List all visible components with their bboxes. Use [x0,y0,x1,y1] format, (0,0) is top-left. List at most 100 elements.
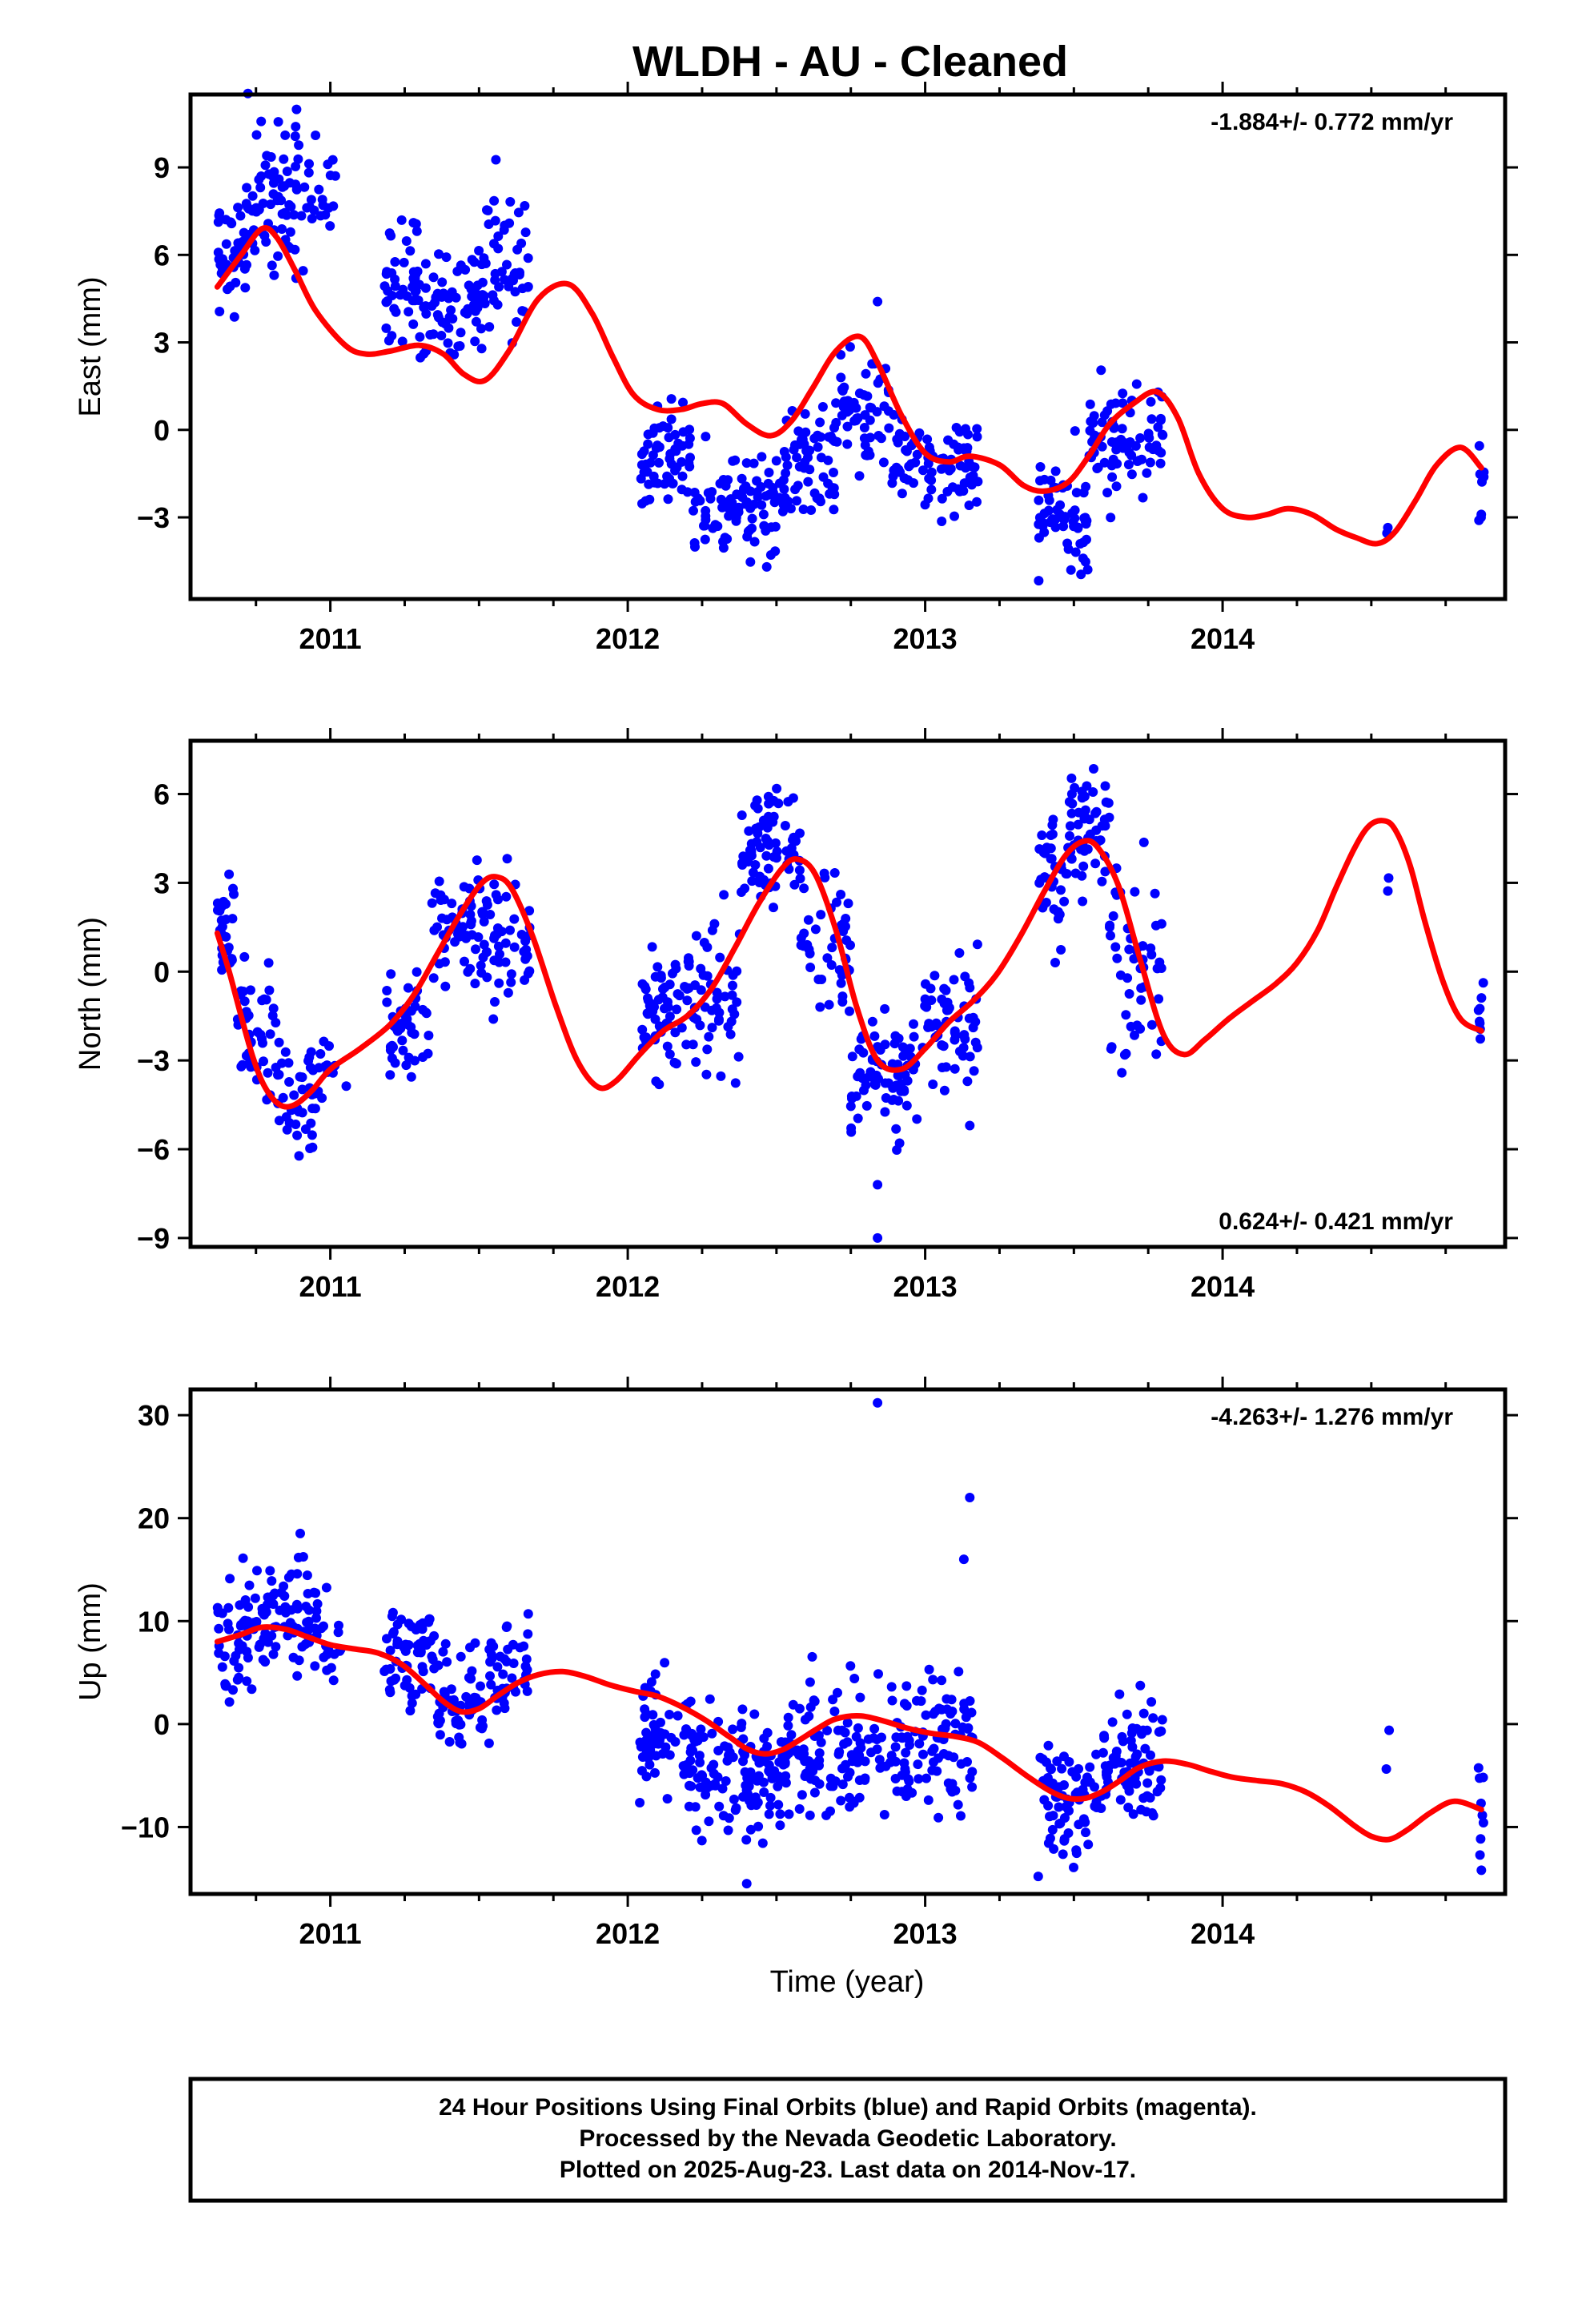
data-point [816,910,826,920]
data-point [757,452,767,462]
data-point [934,1812,944,1823]
data-point [501,1622,512,1632]
data-point [771,456,781,466]
data-point [513,207,524,218]
data-point [417,1662,428,1672]
data-point [874,1755,885,1765]
data-point [300,1639,311,1649]
data-point [1102,488,1113,498]
data-point [964,456,974,467]
data-point [864,1072,874,1082]
data-point [385,1687,396,1698]
data-point [407,1691,417,1701]
data-point [639,1032,649,1043]
data-point [918,465,928,476]
data-point [643,1009,653,1019]
data-point [702,971,713,981]
data-point [451,292,461,303]
data-point [221,215,231,225]
data-point [1155,415,1166,425]
data-point [805,445,815,456]
data-point [512,244,523,255]
data-point [644,494,655,505]
data-point [305,1063,315,1073]
data-point [492,1705,502,1715]
data-point [806,505,817,515]
data-point [223,1618,233,1629]
data-point [392,1619,403,1630]
footer-frame [188,2077,1508,2203]
data-point [387,1611,397,1622]
data-point [307,1130,317,1140]
data-point [524,966,535,976]
data-point [225,281,235,292]
data-point [873,1042,883,1052]
data-point [265,1566,275,1576]
data-point [1128,1809,1138,1819]
data-point [635,1798,645,1807]
data-point [441,252,452,263]
data-point [1053,914,1063,924]
data-point [492,300,503,310]
data-point [500,1703,510,1714]
data-point [286,202,296,211]
data-point [454,1719,464,1730]
data-point [1039,527,1050,537]
data-point [1081,1827,1090,1838]
data-point [696,963,706,974]
data-point [1090,858,1101,869]
data-point [892,1145,902,1155]
data-point [224,1697,235,1707]
data-point [809,433,820,444]
data-point [1146,1750,1155,1760]
data-point [673,1711,683,1721]
data-point [225,1574,235,1584]
data-point [311,1606,322,1616]
data-point [446,1684,456,1695]
data-point [433,1660,444,1671]
data-point [470,1638,480,1648]
data-point [501,891,512,902]
data-point [277,182,287,192]
data-point [764,468,774,477]
data-point [489,195,500,206]
data-point [381,323,391,333]
data-point [408,319,419,329]
data-point [462,308,472,319]
data-point [663,494,673,505]
data-point [273,117,283,127]
data-point [869,1031,880,1041]
data-point [842,1718,853,1728]
data-point [1079,814,1090,824]
data-point [941,985,951,995]
data-point [449,349,460,360]
data-point [707,1005,717,1015]
data-point [1478,978,1488,988]
up-points [212,1397,1488,1889]
data-point [1107,1717,1118,1727]
data-point [386,969,396,979]
data-point [1154,1727,1164,1737]
data-point [505,925,515,935]
data-point [1117,424,1127,434]
data-point [1136,995,1146,1005]
data-point [671,1059,681,1069]
data-point [277,1058,287,1068]
data-point [650,1767,660,1778]
data-point [485,1671,495,1681]
data-point [453,929,463,939]
data-point [643,995,653,1006]
data-point [1107,472,1118,482]
data-point [750,860,761,870]
data-point [685,1768,695,1779]
data-point [490,997,500,1007]
data-point [707,1728,717,1739]
data-point [843,396,853,406]
data-point [430,297,440,308]
data-point [492,955,503,966]
data-point [656,971,666,981]
data-point [954,948,965,958]
data-point [679,1730,689,1740]
data-point [689,488,700,497]
y-tick-label: 30 [138,1399,170,1432]
